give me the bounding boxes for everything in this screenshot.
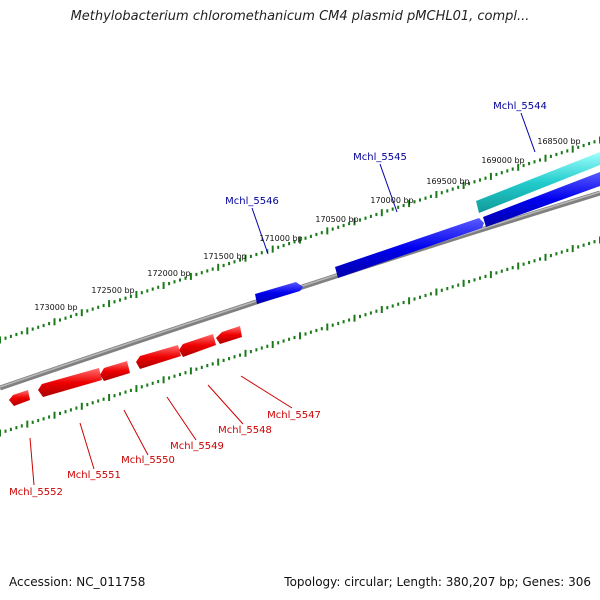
gene-mchl-5552[interactable] [9, 390, 30, 406]
gene-highlight-cyan[interactable] [476, 152, 600, 213]
label-mchl-5552[interactable]: Mchl_5552 [9, 487, 63, 498]
tick-label-172000: 172000 bp [147, 269, 190, 278]
forward-leader-lines [251, 112, 536, 255]
tick-label-168500: 168500 bp [537, 137, 580, 146]
tick-label-169500: 169500 bp [426, 177, 469, 186]
reverse-leader-lines [29, 375, 293, 486]
label-mchl-5546[interactable]: Mchl_5546 [225, 196, 279, 207]
footer-stats: Topology: circular; Length: 380,207 bp; … [284, 575, 591, 589]
tick-label-172500: 172500 bp [91, 286, 134, 295]
footer-accession: Accession: NC_011758 [9, 575, 146, 589]
label-mchl-5551[interactable]: Mchl_5551 [67, 470, 121, 481]
gene-mchl-5549[interactable] [136, 345, 181, 369]
gene-mchl-5551[interactable] [38, 368, 102, 397]
label-mchl-5549[interactable]: Mchl_5549 [170, 441, 224, 452]
label-mchl-5550[interactable]: Mchl_5550 [121, 455, 175, 466]
tick-label-170500: 170500 bp [315, 215, 358, 224]
label-mchl-5547[interactable]: Mchl_5547 [267, 410, 321, 421]
label-mchl-5545[interactable]: Mchl_5545 [353, 152, 407, 163]
gene-mchl-5546[interactable] [255, 282, 303, 304]
tick-label-171500: 171500 bp [203, 252, 246, 261]
gene-mchl-5545[interactable] [335, 218, 484, 278]
outer-tick-row [0, 136, 600, 344]
tick-label-170000: 170000 bp [370, 196, 413, 205]
tick-label-169000: 169000 bp [481, 156, 524, 165]
label-mchl-5548[interactable]: Mchl_5548 [218, 425, 272, 436]
map-title: Methylobacterium chloromethanicum CM4 pl… [70, 9, 530, 24]
reverse-gene-track [9, 326, 242, 406]
tick-label-171000: 171000 bp [259, 234, 302, 243]
forward-gene-track [255, 152, 600, 304]
gene-mchl-5547[interactable] [216, 326, 242, 344]
gene-mchl-5544[interactable] [483, 172, 600, 227]
inner-tick-row [0, 236, 600, 437]
gene-mchl-5550[interactable] [100, 361, 130, 381]
tick-label-173000: 173000 bp [34, 303, 77, 312]
gene-mchl-5548[interactable] [179, 334, 216, 357]
label-mchl-5544[interactable]: Mchl_5544 [493, 101, 547, 112]
